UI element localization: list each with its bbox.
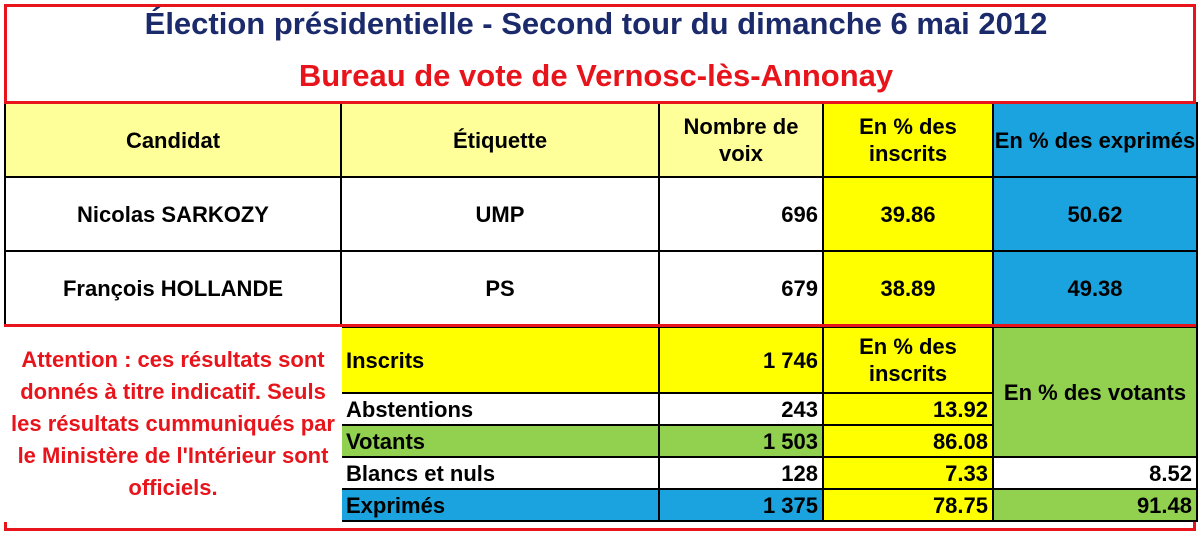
candidate-row: François HOLLANDE PS 679 38.89 49.38: [4, 250, 1198, 326]
candidate-row: Nicolas SARKOZY UMP 696 39.86 50.62: [4, 176, 1198, 252]
candidate-name: François HOLLANDE: [4, 250, 342, 326]
stat-pct-votants-blancs: 8.52: [992, 456, 1198, 490]
stats-row-exprimes: Exprimés 1 375 78.75 91.48: [5, 488, 1198, 522]
warning-note: Attention : ces résultats sont donnés à …: [4, 326, 342, 522]
header-pct-exprimes: En % des exprimés: [992, 102, 1198, 178]
candidate-pct-inscrits: 39.86: [822, 176, 994, 252]
stat-label-blancs: Blancs et nuls: [340, 456, 660, 490]
header-etiquette: Étiquette: [340, 102, 660, 178]
top-divider: [4, 101, 1196, 104]
stat-label-abstentions: Abstentions: [340, 392, 660, 426]
stat-label-votants: Votants: [340, 424, 660, 458]
header-pct-inscrits: En % des inscrits: [822, 102, 994, 178]
stat-label-inscrits: Inscrits: [340, 326, 660, 394]
candidate-pct-exprimes: 49.38: [992, 250, 1198, 326]
stat-value-inscrits: 1 746: [658, 326, 824, 394]
candidates-table: Candidat Étiquette Nombre de voix En % d…: [4, 102, 1198, 326]
candidate-name: Nicolas SARKOZY: [4, 176, 342, 252]
stat-value-exprimes: 1 375: [658, 488, 824, 522]
header-voix: Nombre de voix: [658, 102, 824, 178]
candidate-pct-exprimes: 50.62: [992, 176, 1198, 252]
candidates-header-row: Candidat Étiquette Nombre de voix En % d…: [4, 102, 1198, 178]
stat-label-exprimes: Exprimés: [340, 488, 660, 522]
stat-pct-inscrits-blancs: 7.33: [822, 456, 994, 490]
stat-value-abstentions: 243: [658, 392, 824, 426]
page-subtitle: Bureau de vote de Vernosc-lès-Annonay: [298, 58, 894, 93]
candidate-pct-inscrits: 38.89: [822, 250, 994, 326]
stats-header-pct-votants: En % des votants: [992, 326, 1198, 458]
section-divider: [4, 324, 1196, 327]
stats-row-abstentions: Abstentions 243 13.92: [5, 392, 1197, 426]
page-title: Élection présidentielle - Second tour du…: [144, 6, 1048, 41]
stat-value-blancs: 128: [658, 456, 824, 490]
stat-pct-votants-exprimes: 91.48: [992, 488, 1198, 522]
candidate-votes: 696: [658, 176, 824, 252]
stats-row-inscrits: Attention : ces résultats sont donnés à …: [4, 326, 1198, 522]
stat-pct-inscrits-votants: 86.08: [822, 424, 994, 458]
stat-value-votants: 1 503: [658, 424, 824, 458]
candidate-votes: 679: [658, 250, 824, 326]
candidate-party: UMP: [340, 176, 660, 252]
stats-table: Attention : ces résultats sont donnés à …: [4, 326, 1198, 522]
stat-pct-inscrits-exprimes: 78.75: [822, 488, 994, 522]
stats-row-votants: Votants 1 503 86.08: [5, 424, 1197, 458]
stat-pct-inscrits-abstentions: 13.92: [822, 392, 994, 426]
stats-header-pct-inscrits: En % des inscrits: [822, 326, 994, 394]
candidate-party: PS: [340, 250, 660, 326]
header-candidat: Candidat: [4, 102, 342, 178]
stats-row-blancs: Blancs et nuls 128 7.33 8.52: [5, 456, 1198, 490]
